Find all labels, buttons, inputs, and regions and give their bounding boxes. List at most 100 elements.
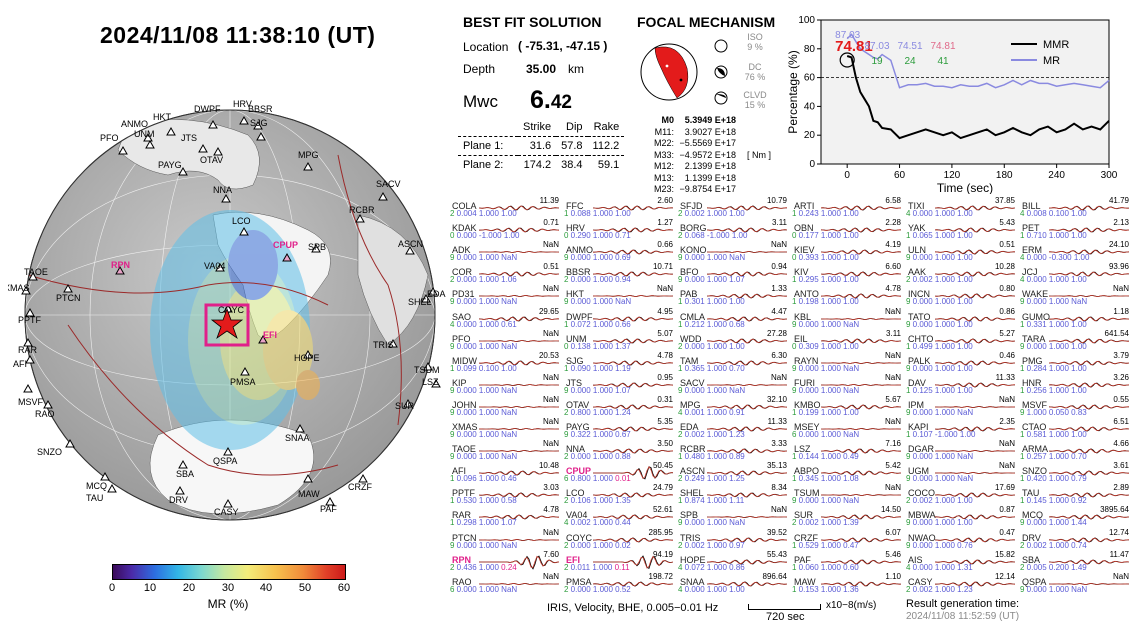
waveform-cell[interactable]: NNA 3.50 2 0.000 1.000 0.88	[563, 439, 677, 462]
waveform-cell[interactable]: SACV NaN 9 0.000 1.000 NaN	[677, 373, 791, 396]
station-PPTF[interactable]: PPTF	[18, 307, 42, 325]
waveform-cell[interactable]: RAO NaN 6 0.000 1.000 NaN	[449, 572, 563, 595]
waveform-cell[interactable]: ARMA 4.66 1 0.257 1.000 0.70	[1019, 439, 1133, 462]
waveform-cell[interactable]: TAOE NaN 9 0.000 1.000 NaN	[449, 439, 563, 462]
station-PFO[interactable]: PFO	[100, 133, 128, 155]
waveform-cell[interactable]: ABPO 5.42 1 0.345 1.000 1.08	[791, 461, 905, 484]
waveform-cell[interactable]: ERM 24.10 4 0.000 -0.300 1.00	[1019, 240, 1133, 263]
waveform-cell[interactable]: AFI 10.48 1 0.096 1.000 0.46	[449, 461, 563, 484]
waveform-cell[interactable]: JTS 0.95 9 0.000 1.000 1.07	[563, 373, 677, 396]
waveform-cell[interactable]: CTAO 6.51 1 0.581 1.000 1.00	[1019, 417, 1133, 440]
waveform-cell[interactable]: LCO 24.79 2 0.106 1.000 1.35	[563, 483, 677, 506]
station-QSPA[interactable]: QSPA	[213, 446, 237, 466]
waveform-cell[interactable]: SNZO 3.61 1 0.420 1.000 0.79	[1019, 461, 1133, 484]
waveform-cell[interactable]: BORG 3.11 2 0.068 -1.000 1.00	[677, 218, 791, 241]
waveform-cell[interactable]: MPG 32.10 4 0.001 1.000 0.91	[677, 395, 791, 418]
waveform-cell[interactable]: VA04 52.61 4 0.002 1.000 0.44	[563, 505, 677, 528]
station-CASY[interactable]: CASY	[214, 498, 239, 517]
waveform-cell[interactable]: PMG 3.79 1 0.284 1.000 1.00	[1019, 351, 1133, 374]
waveform-cell[interactable]: ADK NaN 9 0.000 1.000 NaN	[449, 240, 563, 263]
station-EFI[interactable]: EFI	[258, 330, 277, 344]
station-SBA[interactable]: SBA	[176, 459, 194, 479]
station-ASCN[interactable]: ASCN	[398, 239, 423, 255]
waveform-cell[interactable]: COCO 17.69 2 0.002 1.000 1.00	[905, 483, 1019, 506]
waveform-cell[interactable]: SPB NaN 9 0.000 1.000 NaN	[677, 505, 791, 528]
station-MPG[interactable]: MPG	[298, 150, 319, 171]
station-SNZO[interactable]: SNZO	[37, 438, 75, 457]
waveform-cell[interactable]: HKT NaN 9 0.000 1.000 NaN	[563, 284, 677, 307]
waveform-cell[interactable]: PAF 5.46 1 0.060 1.000 0.60	[791, 550, 905, 573]
station-PAYG[interactable]: PAYG	[158, 160, 188, 176]
waveform-cell[interactable]: MIDW 20.53 1 0.099 0.100 1.00	[449, 351, 563, 374]
waveform-cell[interactable]: RAYN NaN 9 0.000 1.000 NaN	[791, 351, 905, 374]
waveform-cell[interactable]: KIP NaN 9 0.000 1.000 NaN	[449, 373, 563, 396]
waveform-cell[interactable]: CMLA 4.47 1 0.212 1.000 0.68	[677, 307, 791, 330]
station-OTAV[interactable]: OTAV	[200, 146, 223, 165]
waveform-cell[interactable]: FURI NaN 9 0.000 1.000 NaN	[791, 373, 905, 396]
waveform-cell[interactable]: SUR 14.50 2 0.002 1.000 1.39	[791, 505, 905, 528]
waveform-cell[interactable]: OTAV 0.31 2 0.800 1.000 1.24	[563, 395, 677, 418]
waveform-cell[interactable]: RCBR 3.33 1 0.480 1.000 0.89	[677, 439, 791, 462]
waveform-cell[interactable]: TIXI 37.85 4 0.000 1.000 1.00	[905, 196, 1019, 219]
waveform-cell[interactable]: LSZ 7.16 1 0.144 1.000 0.49	[791, 439, 905, 462]
station-TAOE[interactable]: TAOE	[24, 267, 48, 281]
station-SACV[interactable]: SACV	[376, 179, 401, 201]
station-TRIS[interactable]: TRIS	[373, 338, 398, 350]
station-JTS[interactable]: JTS	[181, 133, 208, 153]
waveform-cell[interactable]: MCQ 3895.64 9 0.000 1.000 1.44	[1019, 505, 1133, 528]
waveform-cell[interactable]: MAW 1.10 1 0.153 1.000 1.36	[791, 572, 905, 595]
station-PMSA[interactable]: PMSA	[230, 366, 256, 387]
station-SUR[interactable]: SUR	[395, 398, 415, 411]
station-ANMO[interactable]: ANMO	[121, 119, 153, 142]
station-MAW[interactable]: MAW	[298, 473, 320, 499]
waveform-cell[interactable]: ARTI 6.58 1 0.243 1.000 1.00	[791, 196, 905, 219]
waveform-cell[interactable]: PALK 0.46 9 0.000 1.000 1.00	[905, 351, 1019, 374]
waveform-cell[interactable]: TAM 6.30 1 0.365 1.000 0.70	[677, 351, 791, 374]
waveform-cell[interactable]: TAU 2.89 1 0.145 1.000 0.92	[1019, 483, 1133, 506]
waveform-cell[interactable]: MBWA 0.87 9 0.000 1.000 1.00	[905, 505, 1019, 528]
station-XMAS[interactable]: XMAS	[8, 283, 31, 295]
station-SJG[interactable]: SJG	[250, 118, 268, 141]
waveform-cell[interactable]: CPUP 50.45 6 0.800 1.000 0.01	[563, 461, 677, 484]
waveform-cell[interactable]: COLA 11.39 2 0.004 1.000 1.00	[449, 196, 563, 219]
waveform-cell[interactable]: PD31 NaN 9 0.000 1.000 NaN	[449, 284, 563, 307]
station-MSVF[interactable]: MSVF	[18, 383, 44, 407]
station-RAO[interactable]: RAO	[35, 399, 55, 419]
station-SHEL[interactable]: SHEL	[408, 293, 432, 307]
waveform-cell[interactable]: QSPA NaN 9 0.000 1.000 NaN	[1019, 572, 1133, 595]
waveform-cell[interactable]: TARA 641.54 9 0.000 1.000 1.00	[1019, 329, 1133, 352]
waveform-cell[interactable]: PAB 1.33 1 0.301 1.000 1.00	[677, 284, 791, 307]
station-NNA[interactable]: NNA	[213, 185, 232, 203]
waveform-cell[interactable]: KIV 6.60 1 0.295 1.000 1.00	[791, 262, 905, 285]
waveform-cell[interactable]: DWPF 4.95 1 0.072 1.000 0.66	[563, 307, 677, 330]
station-HKT[interactable]: HKT	[153, 112, 176, 136]
waveform-cell[interactable]: UGM NaN 9 0.000 1.000 NaN	[905, 461, 1019, 484]
waveform-cell[interactable]: PET 2.13 1 0.710 1.000 1.00	[1019, 218, 1133, 241]
waveform-cell[interactable]: COYC 285.95 2 0.000 1.000 0.02	[563, 528, 677, 551]
waveform-cell[interactable]: PTCN NaN 9 0.000 1.000 NaN	[449, 528, 563, 551]
waveform-cell[interactable]: INCN 0.80 9 0.000 1.000 1.00	[905, 284, 1019, 307]
waveform-cell[interactable]: CRZF 6.07 1 0.529 1.000 0.47	[791, 528, 905, 551]
waveform-cell[interactable]: ANMO 0.66 9 0.000 1.000 0.69	[563, 240, 677, 263]
station-MCQ[interactable]: MCQ	[86, 471, 110, 491]
waveform-cell[interactable]: ULN 0.51 9 0.000 1.000 1.00	[905, 240, 1019, 263]
station-CPUP[interactable]: CPUP	[273, 240, 298, 262]
station-HOPE[interactable]: HOPE	[294, 349, 320, 363]
station-CRZF[interactable]: CRZF	[348, 473, 372, 492]
waveform-cell[interactable]: JOHN NaN 9 0.000 1.000 NaN	[449, 395, 563, 418]
station-RCBR[interactable]: RCBR	[349, 205, 375, 223]
station-RAR[interactable]: RAR	[18, 337, 38, 355]
waveform-cell[interactable]: PMSA 198.72 2 0.000 1.000 0.52	[563, 572, 677, 595]
waveform-cell[interactable]: YAK 5.43 1 0.065 1.000 1.00	[905, 218, 1019, 241]
waveform-cell[interactable]: SJG 4.78 1 0.090 1.000 1.19	[563, 351, 677, 374]
waveform-cell[interactable]: UNM 5.07 0 0.138 1.000 1.37	[563, 329, 677, 352]
station-EDA[interactable]: EDA	[427, 286, 446, 299]
station-SPB[interactable]: SPB	[308, 242, 326, 253]
waveform-cell[interactable]: XMAS NaN 9 0.000 1.000 NaN	[449, 417, 563, 440]
waveform-cell[interactable]: HRV 1.27 0 0.290 1.000 0.71	[563, 218, 677, 241]
waveform-cell[interactable]: PFO NaN 9 0.000 1.000 NaN	[449, 329, 563, 352]
waveform-cell[interactable]: DGAR NaN 9 0.000 1.000 NaN	[905, 439, 1019, 462]
station-PTCN[interactable]: PTCN	[56, 283, 81, 303]
waveform-cell[interactable]: BBSR 10.71 2 0.000 1.000 0.94	[563, 262, 677, 285]
waveform-cell[interactable]: KMBO 5.67 1 0.199 1.000 1.00	[791, 395, 905, 418]
